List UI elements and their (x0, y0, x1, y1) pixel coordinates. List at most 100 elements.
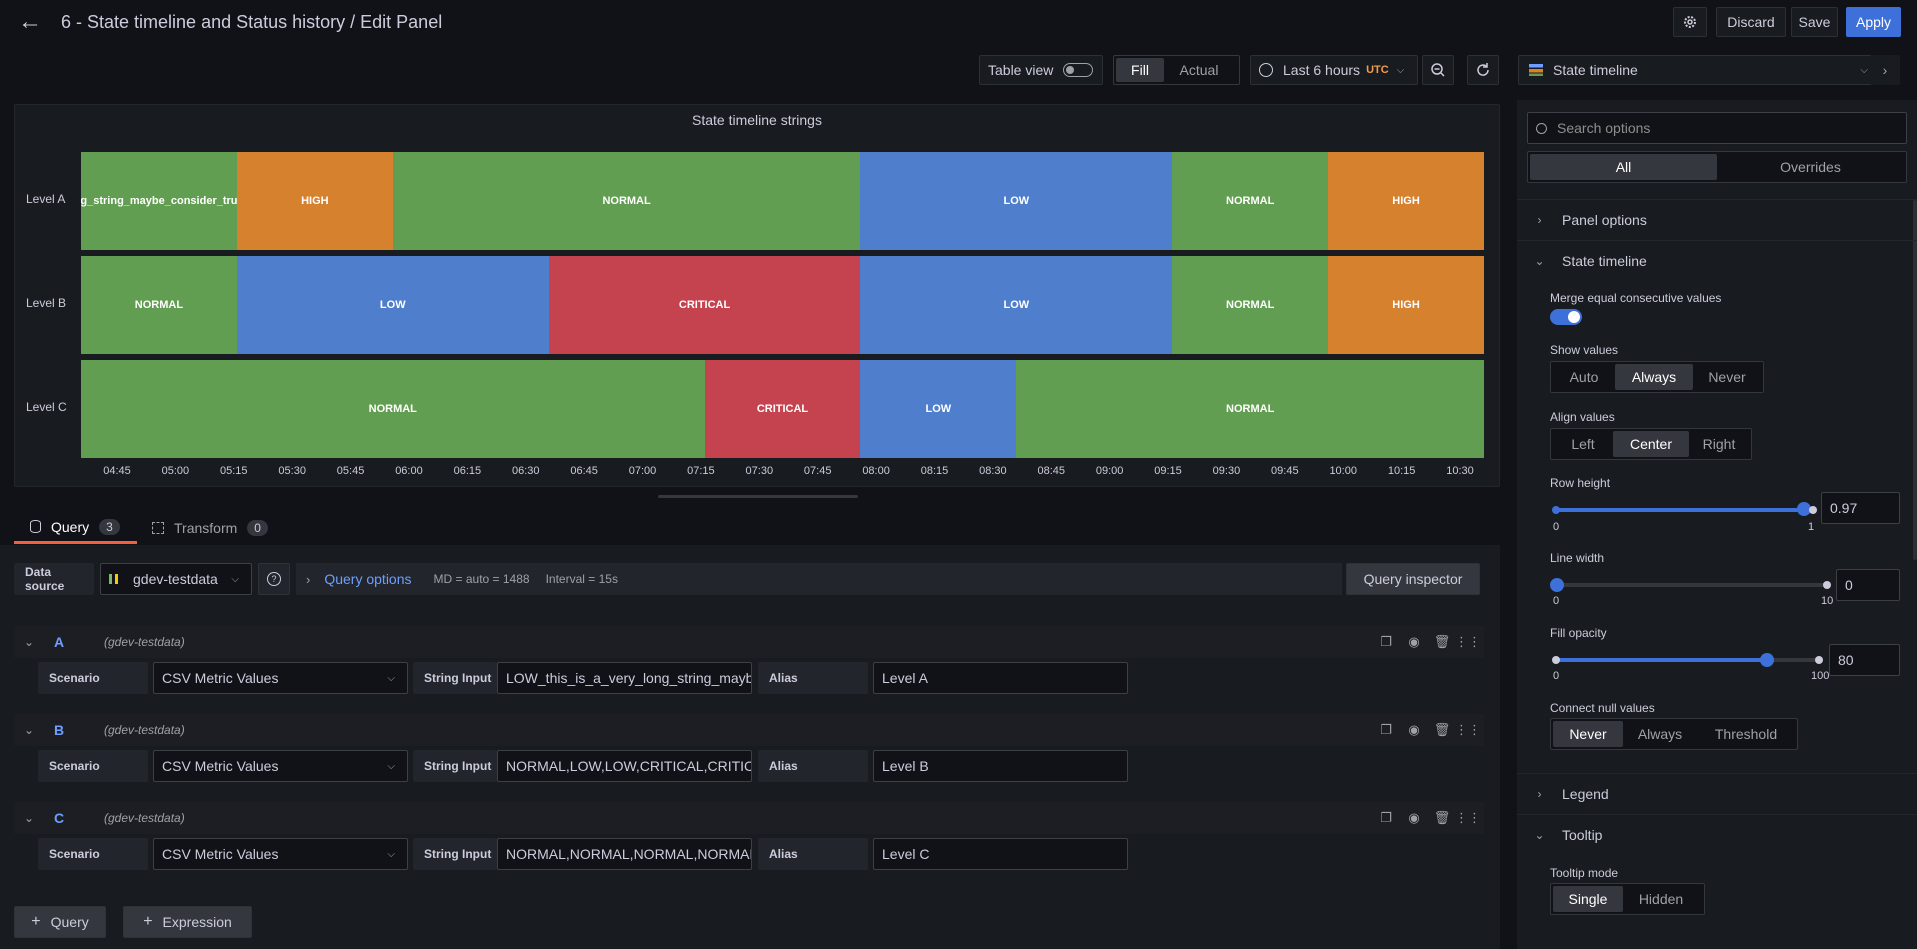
section-tooltip[interactable]: ⌄ Tooltip (1517, 815, 1917, 855)
query-row-header[interactable]: ⌄ A (gdev-testdata) ❐ ◉ 🗑 ⋮⋮ (14, 626, 1484, 658)
fill-opacity-input[interactable]: 80 (1829, 644, 1900, 676)
drag-handle-icon[interactable]: ⋮⋮ (1455, 634, 1481, 649)
alias-field[interactable]: Level B (873, 750, 1128, 782)
fill-opacity-handle[interactable] (1760, 653, 1774, 667)
align-right[interactable]: Right (1702, 436, 1736, 452)
panel-options-title: Panel options (1562, 212, 1647, 228)
chevron-down-icon[interactable]: ⌄ (23, 635, 35, 649)
query-row-header[interactable]: ⌄ B (gdev-testdata) ❐ ◉ 🗑 ⋮⋮ (14, 714, 1484, 746)
scenario-select[interactable]: CSV Metric Values ⌵ (153, 750, 408, 782)
alias-field[interactable]: Level C (873, 838, 1128, 870)
align-left[interactable]: Left (1571, 436, 1595, 452)
row-height-slider[interactable] (1556, 508, 1812, 512)
query-ref-id[interactable]: B (54, 722, 65, 738)
tooltip-single[interactable]: Single (1553, 886, 1623, 912)
section-state-timeline[interactable]: ⌄ State timeline (1517, 241, 1917, 281)
add-query-button[interactable]: + Query (14, 906, 106, 938)
visualization-picker[interactable]: State timeline ⌵ (1518, 55, 1883, 85)
merge-values-label: Merge equal consecutive values (1550, 291, 1722, 305)
tab-overrides[interactable]: Overrides (1780, 159, 1841, 175)
toggle-switch[interactable] (1063, 63, 1094, 77)
trash-icon[interactable]: 🗑 (1433, 810, 1451, 825)
actual-option[interactable]: Actual (1179, 62, 1219, 78)
alias-field[interactable]: Level A (873, 662, 1128, 694)
collapse-options-button[interactable]: › (1870, 55, 1900, 85)
drag-handle-icon[interactable]: ⋮⋮ (1455, 810, 1481, 825)
line-width-input[interactable]: 0 (1836, 569, 1900, 601)
query-row-header[interactable]: ⌄ C (gdev-testdata) ❐ ◉ 🗑 ⋮⋮ (14, 802, 1484, 834)
trash-icon[interactable]: 🗑 (1433, 634, 1451, 649)
show-values-auto[interactable]: Auto (1569, 369, 1599, 385)
merge-values-toggle[interactable] (1550, 309, 1582, 325)
query-count-badge: 3 (99, 518, 120, 535)
apply-button[interactable]: Apply (1846, 7, 1901, 37)
duplicate-icon[interactable]: ❐ (1380, 722, 1392, 737)
string-input-field[interactable]: LOW_this_is_a_very_long_string_mayb (497, 662, 752, 694)
connect-threshold[interactable]: Threshold (1714, 726, 1778, 742)
scenario-value: CSV Metric Values (162, 670, 279, 686)
section-legend[interactable]: › Legend (1517, 774, 1917, 814)
connect-always[interactable]: Always (1637, 726, 1683, 742)
search-options-input[interactable]: Search options (1527, 112, 1907, 144)
fill-option[interactable]: Fill (1116, 58, 1164, 82)
tab-query[interactable]: Query 3 (14, 512, 137, 544)
row-height-input[interactable]: 0.97 (1821, 492, 1900, 524)
settings-button[interactable] (1673, 7, 1707, 37)
options-scrollbar[interactable] (1913, 200, 1917, 560)
table-view-toggle[interactable]: Table view (979, 55, 1103, 85)
duplicate-icon[interactable]: ❐ (1380, 810, 1392, 825)
duplicate-icon[interactable]: ❐ (1380, 634, 1392, 649)
line-width-track[interactable] (1556, 583, 1828, 587)
align-center[interactable]: Center (1613, 431, 1689, 457)
section-panel-options[interactable]: › Panel options (1517, 200, 1917, 240)
query-inspector-button[interactable]: Query inspector (1346, 563, 1480, 595)
transform-icon (152, 522, 164, 534)
trash-icon[interactable]: 🗑 (1433, 722, 1451, 737)
add-expression-button[interactable]: + Expression (123, 906, 252, 938)
discard-button[interactable]: Discard (1716, 7, 1786, 37)
row-height-handle[interactable] (1797, 502, 1811, 516)
eye-icon[interactable]: ◉ (1408, 810, 1420, 825)
time-range-picker[interactable]: Last 6 hours UTC ⌵ (1250, 55, 1418, 85)
query-ref-id[interactable]: A (54, 634, 65, 650)
string-input-field[interactable]: NORMAL,NORMAL,NORMAL,NORMAL (497, 838, 752, 870)
show-values-never[interactable]: Never (1708, 369, 1746, 385)
panel-resize-handle[interactable] (658, 495, 858, 498)
legend-title: Legend (1562, 786, 1609, 802)
line-width-handle[interactable] (1550, 578, 1564, 592)
show-values-radio[interactable]: Auto Always Never (1550, 361, 1764, 393)
fill-actual-switch[interactable]: Fill Actual (1113, 55, 1240, 85)
scenario-select[interactable]: CSV Metric Values ⌵ (153, 838, 408, 870)
alias-label: Alias (758, 662, 868, 694)
query-ref-id[interactable]: C (54, 810, 65, 826)
align-values-radio[interactable]: Left Center Right (1550, 428, 1752, 460)
options-pane (1517, 100, 1917, 949)
back-arrow-icon[interactable]: ← (18, 8, 42, 35)
datasource-picker[interactable]: gdev-testdata ⌵ (100, 563, 252, 595)
show-values-always[interactable]: Always (1615, 364, 1693, 390)
tab-transform[interactable]: Transform 0 (152, 512, 268, 544)
chevron-down-icon[interactable]: ⌄ (23, 723, 35, 737)
connect-never[interactable]: Never (1553, 721, 1623, 747)
eye-icon[interactable]: ◉ (1408, 634, 1420, 649)
add-query-label: Query (50, 914, 89, 930)
refresh-button[interactable] (1467, 55, 1499, 85)
chevron-down-icon[interactable]: ⌄ (23, 811, 35, 825)
tooltip-hidden[interactable]: Hidden (1638, 891, 1684, 907)
zoom-out-button[interactable] (1422, 55, 1454, 85)
drag-handle-icon[interactable]: ⋮⋮ (1455, 722, 1481, 737)
string-input-field[interactable]: NORMAL,LOW,LOW,CRITICAL,CRITICAI (497, 750, 752, 782)
connect-null-radio[interactable]: Never Always Threshold (1550, 718, 1798, 750)
save-button[interactable]: Save (1791, 7, 1838, 37)
add-expression-label: Expression (162, 914, 232, 930)
eye-icon[interactable]: ◉ (1408, 722, 1420, 737)
chevron-right-icon: › (306, 571, 311, 587)
options-tabs[interactable]: All Overrides (1527, 151, 1907, 183)
gear-icon (1684, 16, 1696, 28)
scenario-select[interactable]: CSV Metric Values ⌵ (153, 662, 408, 694)
fill-opacity-min: 0 (1553, 670, 1560, 682)
tab-all[interactable]: All (1530, 154, 1717, 180)
query-options-bar[interactable]: › Query options MD = auto = 1488 Interva… (296, 563, 1342, 595)
datasource-help-button[interactable]: ? (258, 563, 290, 595)
tooltip-mode-radio[interactable]: Single Hidden (1550, 883, 1705, 915)
